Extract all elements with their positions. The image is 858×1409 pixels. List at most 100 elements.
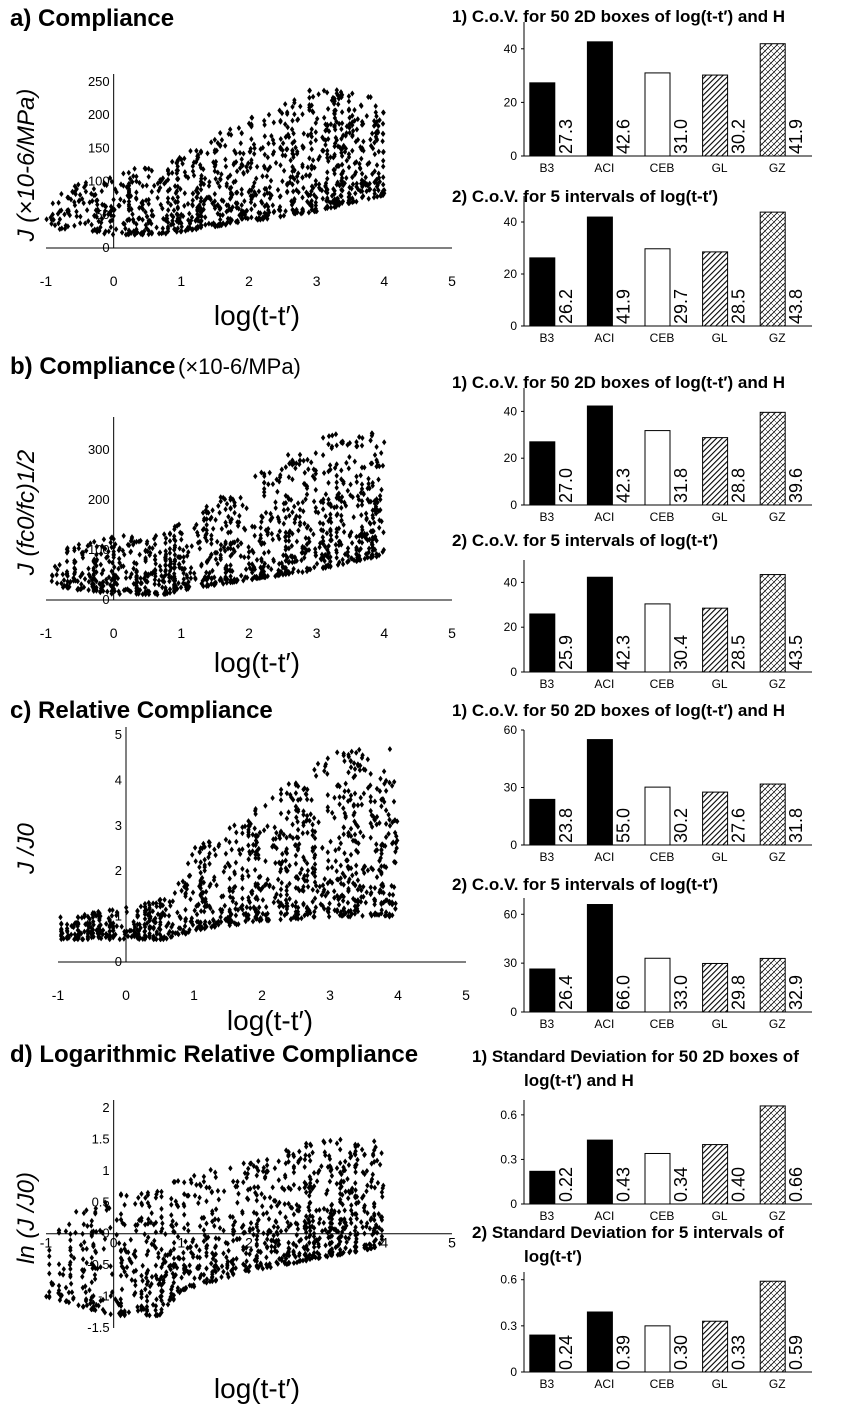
data-point [166, 912, 172, 919]
data-point [161, 1279, 166, 1286]
x-tick-label: 0 [110, 625, 118, 641]
data-point [368, 884, 373, 891]
data-point [379, 450, 384, 456]
data-point [295, 818, 300, 825]
data-point [172, 561, 177, 568]
data-point [108, 1224, 113, 1231]
data-point [158, 936, 163, 943]
data-point [231, 179, 236, 186]
data-point [236, 205, 241, 212]
x-axis-label: log(t-t′) [227, 1005, 313, 1036]
data-point [361, 833, 366, 840]
data-point [89, 1279, 94, 1286]
data-point [373, 1222, 379, 1228]
data-point [313, 504, 318, 511]
data-point [111, 927, 116, 934]
data-point [211, 220, 216, 227]
data-point [186, 1227, 191, 1234]
data-point [221, 544, 227, 551]
data-point [47, 1253, 52, 1260]
data-point [308, 1157, 313, 1164]
data-point [252, 202, 257, 209]
data-point [89, 1217, 94, 1224]
data-point [325, 169, 330, 176]
data-point [139, 1215, 144, 1222]
data-point [235, 1178, 240, 1185]
data-point [144, 1298, 150, 1304]
data-point [262, 117, 267, 124]
data-point [223, 575, 228, 582]
data-point [242, 823, 248, 830]
data-point [310, 108, 315, 115]
data-point [381, 163, 386, 170]
data-point [320, 845, 325, 851]
data-point [181, 547, 186, 554]
data-point [364, 1188, 369, 1195]
data-point [266, 1216, 272, 1222]
data-point [349, 1220, 354, 1226]
data-point [292, 97, 297, 104]
data-point [182, 1211, 187, 1218]
data-point [333, 431, 339, 438]
data-point [297, 522, 303, 529]
data-point [302, 1156, 308, 1163]
data-point [377, 788, 383, 795]
data-point [264, 173, 270, 180]
bar-b3 [529, 798, 556, 846]
data-point [313, 129, 318, 136]
data-point [140, 183, 145, 189]
data-point [122, 1311, 127, 1318]
data-point [342, 180, 347, 187]
data-point [138, 580, 143, 587]
y-tick-label: 2 [115, 863, 122, 878]
data-point [344, 459, 349, 466]
data-point [317, 184, 322, 191]
data-point [80, 1246, 86, 1253]
data-point [153, 532, 159, 539]
data-point [257, 917, 262, 924]
data-point [210, 1273, 215, 1280]
data-point [225, 1261, 230, 1267]
data-point [144, 1270, 149, 1277]
data-point [319, 1163, 324, 1170]
data-point [209, 551, 214, 558]
data-point [335, 749, 340, 756]
data-point [383, 787, 389, 794]
data-point [361, 790, 367, 797]
data-point [351, 801, 357, 808]
data-point [190, 163, 195, 170]
data-point [159, 1246, 164, 1253]
data-point [152, 567, 158, 573]
data-point [278, 797, 284, 804]
data-point [138, 924, 143, 931]
data-point [107, 209, 113, 216]
data-point [160, 584, 165, 591]
data-point [228, 184, 234, 191]
data-point [75, 927, 81, 934]
data-point [247, 851, 253, 857]
data-point [344, 1239, 349, 1246]
data-point [61, 1266, 66, 1273]
data-point [204, 521, 209, 528]
data-point [355, 502, 361, 509]
data-point [142, 900, 148, 907]
data-point [210, 1278, 215, 1285]
data-point [325, 804, 330, 811]
data-point [204, 530, 209, 537]
data-point [241, 577, 246, 584]
data-point [283, 529, 288, 536]
data-point [256, 1158, 261, 1165]
data-point [183, 172, 188, 179]
data-point [82, 928, 87, 935]
data-point [280, 1184, 285, 1191]
data-point [240, 885, 245, 892]
data-point [273, 499, 278, 506]
data-point [336, 495, 341, 502]
data-point [172, 582, 177, 589]
data-point [203, 896, 208, 902]
data-point [117, 1310, 122, 1317]
data-point [304, 1257, 309, 1264]
data-point [242, 526, 248, 533]
data-point [266, 111, 272, 118]
data-point [213, 852, 218, 859]
